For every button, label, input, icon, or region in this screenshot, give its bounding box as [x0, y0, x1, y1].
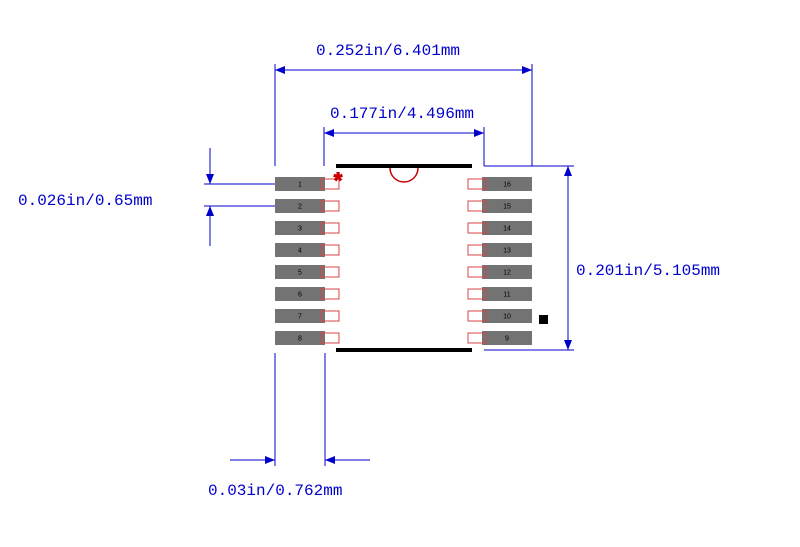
pin-number: 7 — [298, 314, 302, 321]
pin-number: 9 — [505, 336, 509, 343]
pin-number: 5 — [298, 270, 302, 277]
pin-number: 1 — [298, 182, 302, 189]
dim-pad-width: 0.03in/0.762mm — [208, 482, 342, 500]
pin-number: 3 — [298, 226, 302, 233]
pin-number: 6 — [298, 292, 302, 299]
pin-number: 14 — [503, 226, 511, 233]
dim-overall-width: 0.252in/6.401mm — [316, 42, 460, 60]
pin-number: 2 — [298, 204, 302, 211]
pin-number: 10 — [503, 314, 511, 321]
pin-number: 12 — [503, 270, 511, 277]
dim-body-height: 0.201in/5.105mm — [576, 262, 720, 280]
marker-square — [539, 315, 548, 324]
pin-number: 11 — [503, 292, 510, 299]
dim-body-width: 0.177in/4.496mm — [330, 105, 474, 123]
pin-number: 4 — [298, 248, 302, 255]
pin-number: 8 — [298, 336, 302, 343]
pin1-marker: * — [334, 168, 343, 193]
pin-number: 16 — [503, 182, 511, 189]
pin-number: 13 — [503, 248, 511, 255]
pin-number: 15 — [503, 204, 511, 211]
dim-pad-pitch: 0.026in/0.65mm — [18, 192, 152, 210]
orientation-arc — [390, 168, 418, 182]
